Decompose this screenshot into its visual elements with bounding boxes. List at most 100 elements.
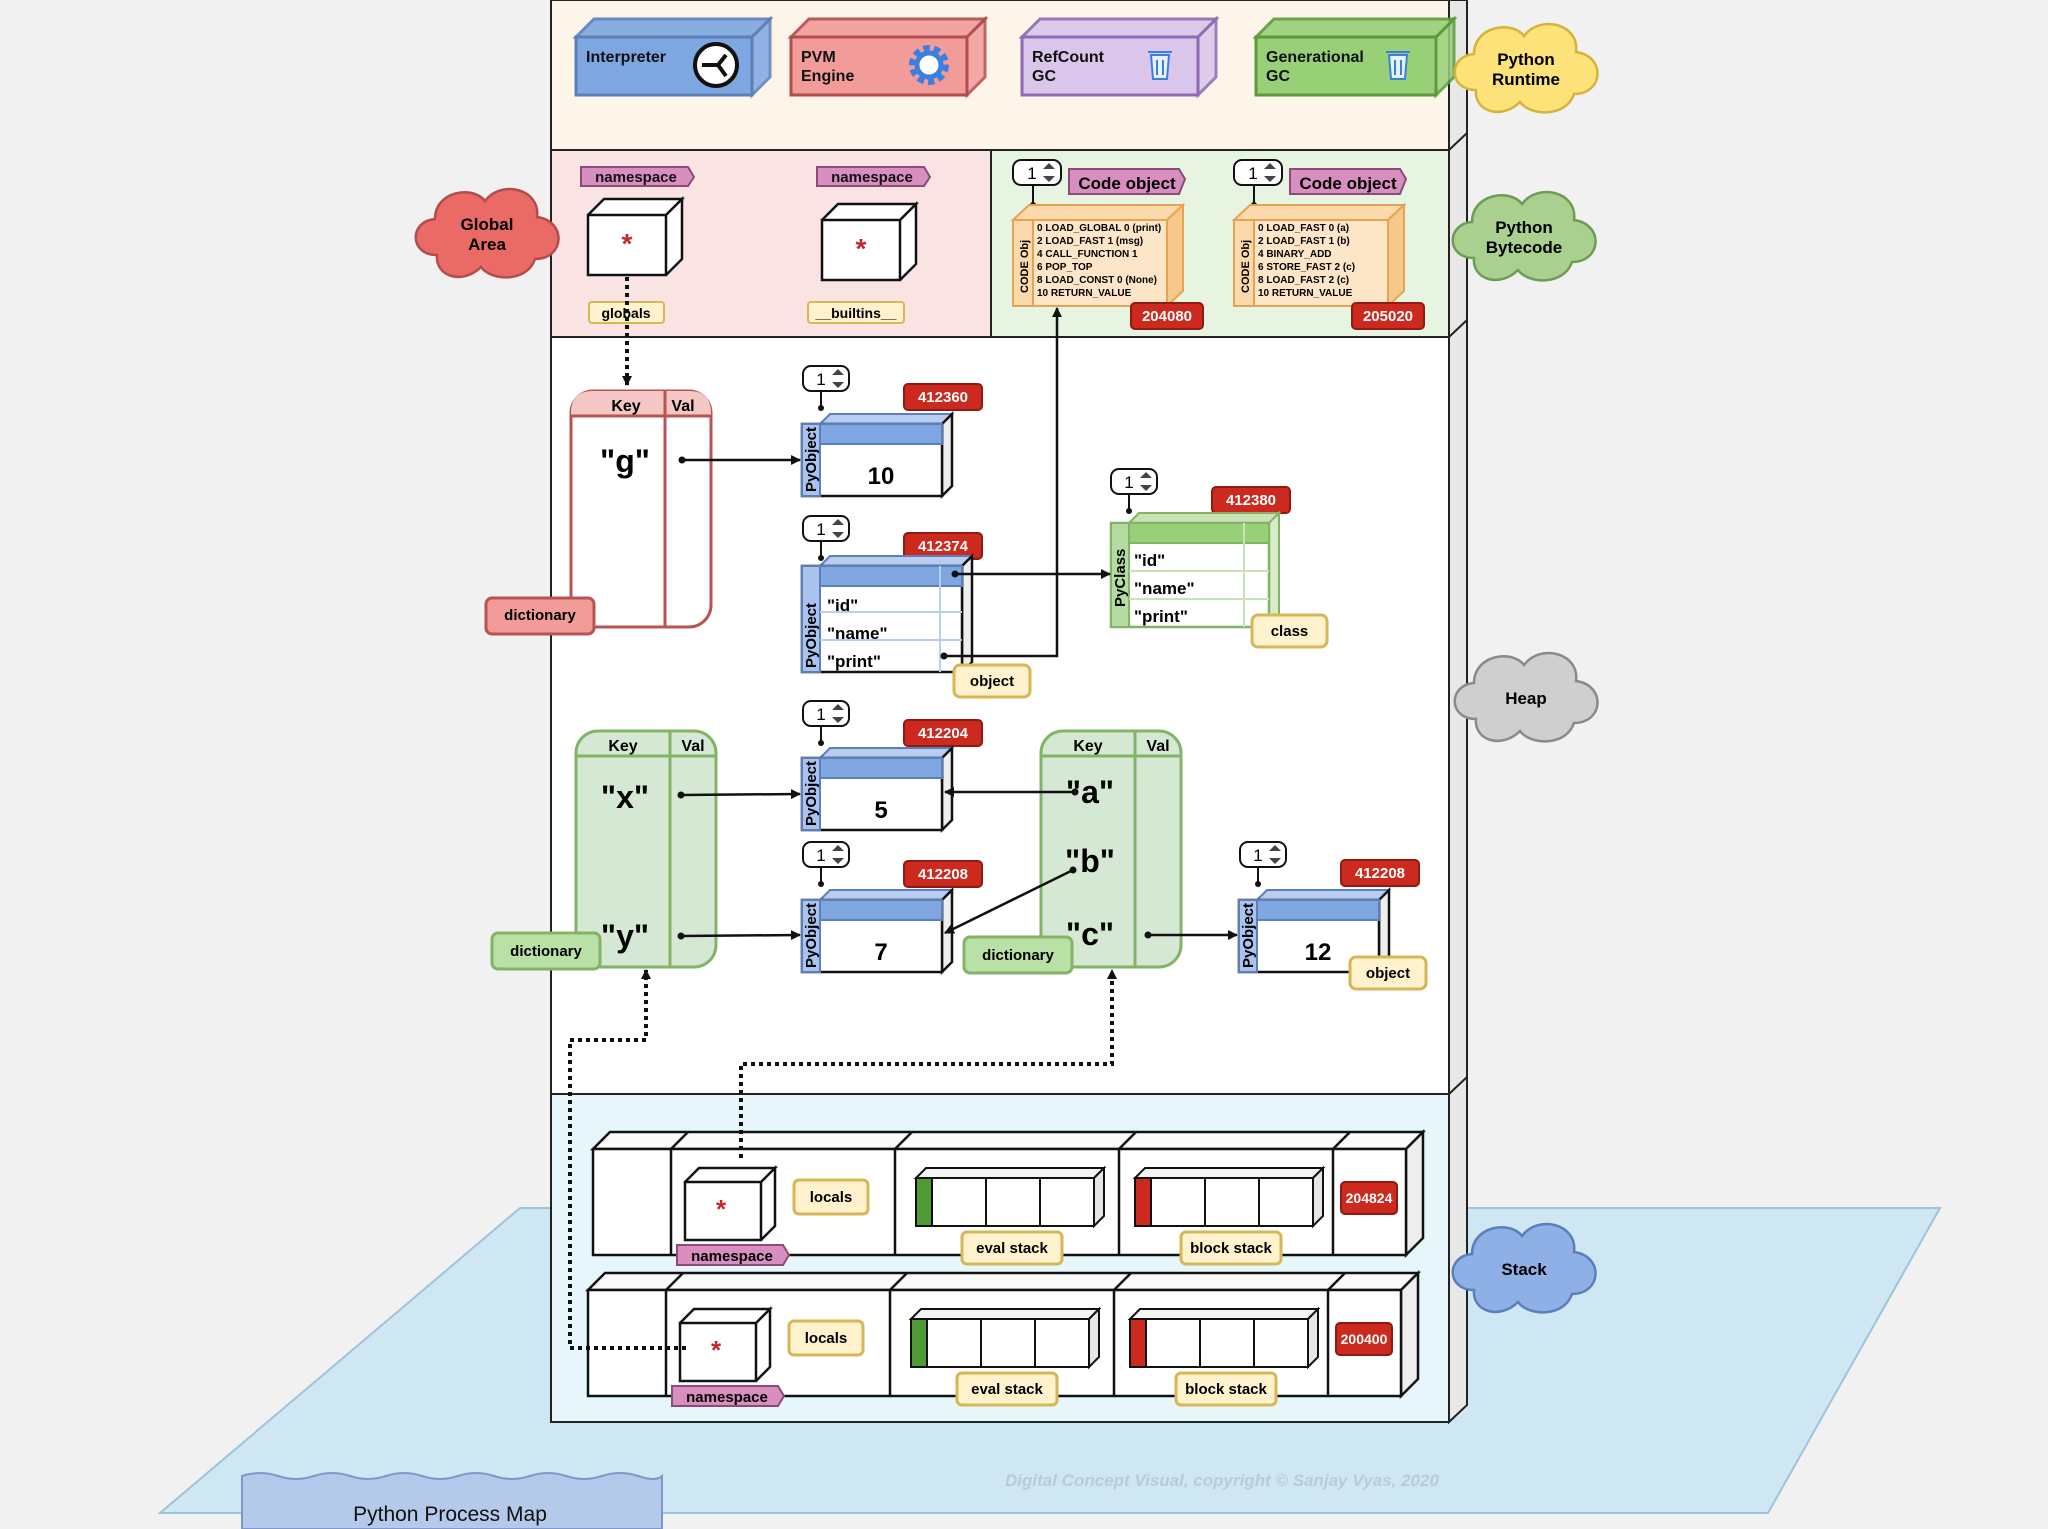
pyobject-value: 7 xyxy=(874,939,887,966)
address-badge: 412360 xyxy=(918,389,968,406)
pyobject-int: 1 412204 PyObject 5 xyxy=(800,700,983,834)
object-field: "print" xyxy=(827,652,881,671)
namespace-star: * xyxy=(622,228,633,259)
pyobject-label: PyObject xyxy=(1240,903,1257,968)
val-header: Val xyxy=(1146,738,1169,755)
address-badge: 204824 xyxy=(1346,1190,1393,1206)
refcount-value: 1 xyxy=(1124,473,1133,492)
address-badge: 412208 xyxy=(918,866,968,883)
print-to-code-arrow xyxy=(944,307,1062,658)
type-tag: dictionary xyxy=(982,947,1054,964)
globals-namespace: namespace * globals xyxy=(580,166,696,324)
refcount-value: 1 xyxy=(1248,164,1257,183)
frame-dictionary-1: Key Val "x" "y" dictionary xyxy=(490,729,718,971)
runtime-component: Interpreter xyxy=(572,15,774,99)
stepper-icon xyxy=(1140,472,1152,491)
class-field: "id" xyxy=(1134,551,1165,570)
locals-label: locals xyxy=(805,1330,848,1347)
val-header: Val xyxy=(671,398,694,415)
refcount-value: 1 xyxy=(816,705,825,724)
address-badge: 412374 xyxy=(918,538,969,555)
locals-label: locals xyxy=(810,1189,853,1206)
eval-stack: eval stack xyxy=(913,1165,1107,1266)
heap-cloud: Heap xyxy=(1453,651,1599,743)
namespace-label: namespace xyxy=(691,1248,773,1265)
stepper-icon xyxy=(832,369,844,388)
runtime-component: RefCount GC xyxy=(1018,15,1220,99)
eval-stack: eval stack xyxy=(908,1306,1102,1407)
cloud-label: Area xyxy=(468,235,506,254)
component-label: PVM xyxy=(801,49,836,66)
pyobject-label: PyObject xyxy=(803,427,820,492)
stepper-icon xyxy=(1269,845,1281,864)
pyobject-int: 1 412208 PyObject 7 xyxy=(800,841,983,976)
pyobject-label: PyObject xyxy=(803,903,820,968)
stack-frames: * namespace locals eval stack block stack 204… xyxy=(584,1128,1427,1407)
stack-label: block stack xyxy=(1190,1240,1272,1257)
dictionary-key: "y" xyxy=(601,918,649,954)
stack-cloud: Stack xyxy=(1451,1222,1597,1314)
namespace-label: namespace xyxy=(831,169,913,186)
gear-icon xyxy=(909,45,949,85)
object-field: "name" xyxy=(827,624,888,643)
runtime-component: PVM Engine xyxy=(787,15,989,99)
cloud-label: Stack xyxy=(1501,1260,1547,1279)
stepper-icon xyxy=(1264,163,1276,182)
code-object-side-label: CODE Obj xyxy=(1019,240,1031,293)
pyobject-value: 12 xyxy=(1305,939,1332,966)
block-stack: block stack xyxy=(1132,1165,1326,1266)
code-object-title: Code object xyxy=(1078,174,1176,193)
bytecode-line: 0 LOAD_GLOBAL 0 (print) xyxy=(1037,223,1161,234)
class-field: "print" xyxy=(1134,607,1188,626)
bytecode-line: 10 RETURN_VALUE xyxy=(1037,288,1132,299)
stack-frame: * namespace locals eval stack block stack 200… xyxy=(584,1269,1422,1407)
key-header: Key xyxy=(608,738,637,755)
code-objects: 1 Code object CODE Obj 0 LOAD_GLOBAL 0 (pri… xyxy=(1010,159,1425,330)
address-badge: 412380 xyxy=(1226,492,1276,509)
stack-label: eval stack xyxy=(976,1240,1048,1257)
y-to-pyobject-arrow xyxy=(680,930,801,941)
title-banner: Python Process Map xyxy=(241,1472,663,1529)
key-header: Key xyxy=(611,398,640,415)
address-badge: 412208 xyxy=(1355,865,1405,882)
stack-label: block stack xyxy=(1185,1381,1267,1398)
copyright-text: Digital Concept Visual, copyright © Sanj… xyxy=(1005,1471,1439,1490)
component-label: Interpreter xyxy=(586,49,666,66)
namespace-star: * xyxy=(856,233,867,264)
stack-label: eval stack xyxy=(971,1381,1043,1398)
pyobject-instance: 1 412374 PyObject "id" "name" "print" object xyxy=(800,515,1032,699)
bytecode-line: 2 LOAD_FAST 1 (b) xyxy=(1258,236,1350,247)
component-label: GC xyxy=(1032,68,1056,85)
pyobject-value: 5 xyxy=(874,797,887,824)
component-label: RefCount xyxy=(1032,49,1105,66)
type-tag: object xyxy=(970,673,1014,690)
address-badge: 204080 xyxy=(1142,308,1192,325)
builtins-namespace: namespace * __builtins__ xyxy=(807,166,932,324)
dictionary-key: "c" xyxy=(1066,916,1114,952)
val-header: Val xyxy=(681,738,704,755)
class-field: "name" xyxy=(1134,579,1195,598)
b-to-pyobject-arrow xyxy=(944,868,1074,935)
trash-icon xyxy=(1148,51,1172,80)
namespace-star: * xyxy=(716,1194,727,1224)
runtime-component: Generational GC xyxy=(1252,15,1458,99)
namespace-label: namespace xyxy=(595,169,677,186)
object-field: "id" xyxy=(827,596,858,615)
bytecode-line: 8 LOAD_CONST 0 (None) xyxy=(1037,275,1157,286)
refcount-value: 1 xyxy=(1253,846,1262,865)
refcount-value: 1 xyxy=(816,520,825,539)
split-arrow-icon xyxy=(693,42,739,88)
namespace-label: namespace xyxy=(686,1389,768,1406)
x-to-pyobject-arrow xyxy=(680,789,801,800)
code-object: 1 Code object CODE Obj 0 LOAD_FAST 0 (a) 2 L… xyxy=(1231,159,1425,330)
bytecode-line: 8 LOAD_FAST 2 (c) xyxy=(1258,275,1349,286)
namespace-star: * xyxy=(711,1335,722,1365)
code-object-side-label: CODE Obj xyxy=(1240,240,1252,293)
bytecode-line: 2 LOAD_FAST 1 (msg) xyxy=(1037,236,1143,247)
trash-icon xyxy=(1386,51,1410,80)
globals-dictionary: Key Val "g" dictionary xyxy=(484,389,713,636)
address-badge: 200400 xyxy=(1341,1331,1388,1347)
